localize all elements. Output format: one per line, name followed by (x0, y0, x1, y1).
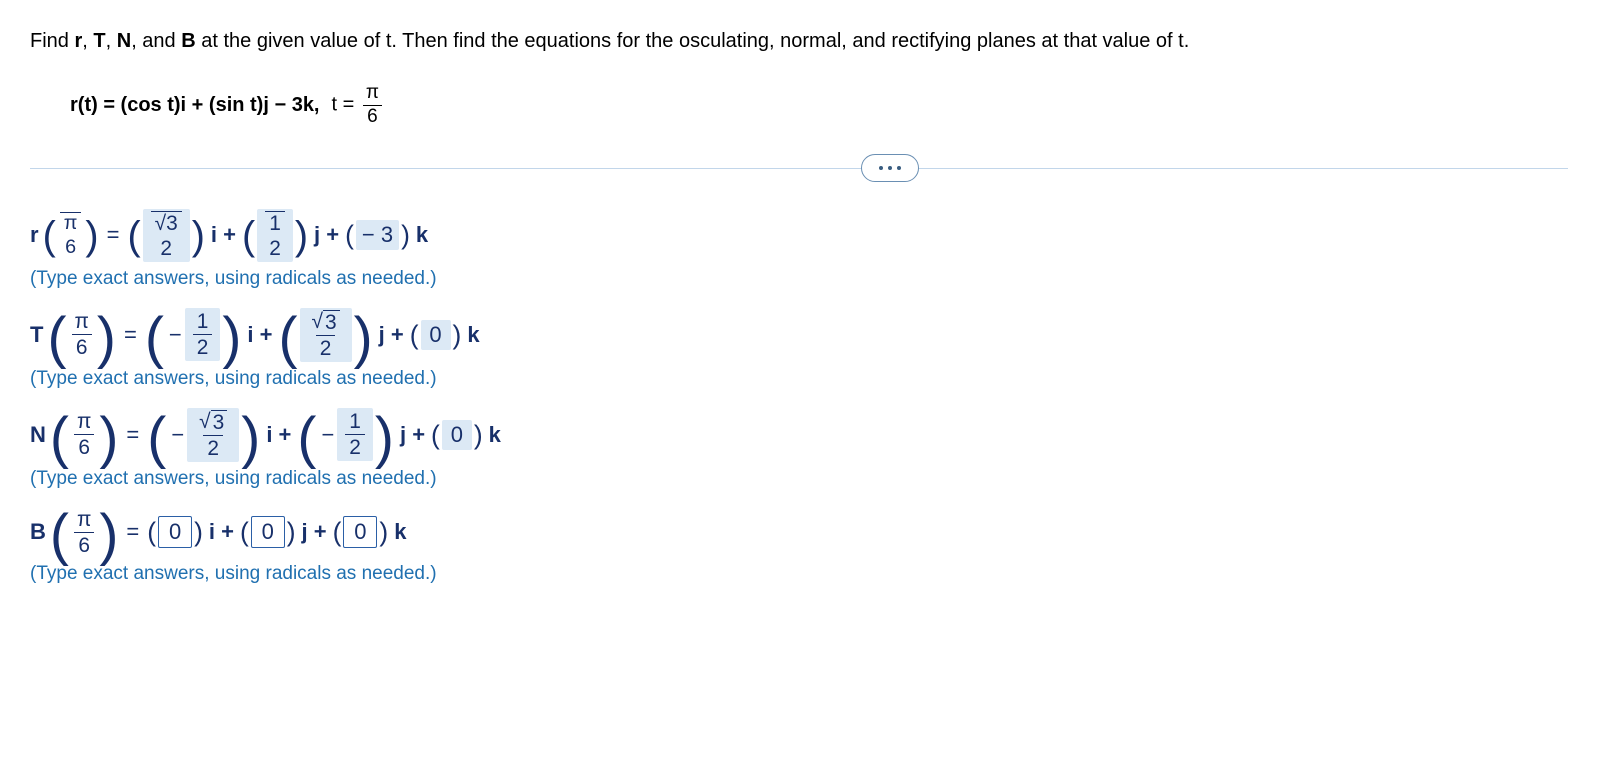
T-k-value[interactable]: 0 (421, 320, 451, 350)
N-i-wrap: − √3 2 (168, 408, 239, 462)
section-divider (30, 168, 1568, 169)
var-N: N (117, 30, 131, 52)
T-j-value[interactable]: √3 2 (300, 308, 352, 362)
sqrt-icon: √3 (312, 310, 340, 334)
def-lhs: r(t) = (cos t)i + (sin t)j − 3k, (70, 94, 320, 117)
equation-definition: r(t) = (cos t)i + (sin t)j − 3k, t = π 6 (70, 83, 1568, 128)
r-answer-line: r ( π 6 ) = ( √3 2 ) i + ( 1 2 ) j + ( −… (30, 209, 1568, 262)
question-prefix: Find (30, 30, 74, 52)
r-arg: π 6 (60, 212, 82, 259)
B-label: B (30, 519, 46, 545)
r-label: r (30, 222, 39, 248)
hint-text: (Type exact answers, using radicals as n… (30, 268, 1568, 290)
question-suffix: at the given value of t. Then find the e… (196, 30, 1190, 52)
pi-over-6: π 6 (362, 83, 383, 128)
r-i-value[interactable]: √3 2 (143, 209, 190, 262)
hint-text: (Type exact answers, using radicals as n… (30, 368, 1568, 390)
dot-icon (879, 166, 883, 170)
t-equals: t = π 6 (332, 83, 385, 128)
N-j-wrap: − 1 2 (318, 408, 372, 461)
var-B: B (181, 30, 195, 52)
B-answer-line: B ( π 6 ) = ( 0 ) i + ( 0 ) j + ( 0 ) k (30, 508, 1568, 557)
dot-icon (888, 166, 892, 170)
N-answer-line: N ( π 6 ) = ( − √3 2 ) i + ( − 1 (30, 408, 1568, 462)
divider-line (30, 168, 1568, 169)
T-answer-line: T ( π 6 ) = ( − 1 2 ) i + ( √3 2 ) (30, 308, 1568, 362)
B-j-input[interactable]: 0 (251, 516, 285, 548)
T-i-value[interactable]: 1 2 (185, 308, 221, 361)
N-i-value[interactable]: √3 2 (187, 408, 239, 462)
question-text: Find r, T, N, and B at the given value o… (30, 30, 1568, 53)
r-j-value[interactable]: 1 2 (257, 209, 293, 262)
hint-text: (Type exact answers, using radicals as n… (30, 468, 1568, 490)
var-T: T (93, 30, 105, 52)
N-j-value[interactable]: 1 2 (337, 408, 373, 461)
dot-icon (897, 166, 901, 170)
N-k-value[interactable]: 0 (442, 420, 472, 450)
B-arg: π 6 (73, 508, 95, 557)
more-pill[interactable] (861, 154, 919, 182)
B-i-input[interactable]: 0 (158, 516, 192, 548)
answers-block: r ( π 6 ) = ( √3 2 ) i + ( 1 2 ) j + ( −… (30, 209, 1568, 585)
r-k-value[interactable]: − 3 (356, 220, 399, 250)
sqrt-icon: √3 (199, 410, 227, 434)
hint-text: (Type exact answers, using radicals as n… (30, 563, 1568, 585)
T-label: T (30, 322, 43, 348)
N-label: N (30, 422, 46, 448)
N-arg: π 6 (73, 410, 95, 459)
T-i-wrap: − 1 2 (166, 308, 220, 361)
T-arg: π 6 (71, 310, 93, 359)
B-k-input[interactable]: 0 (343, 516, 377, 548)
